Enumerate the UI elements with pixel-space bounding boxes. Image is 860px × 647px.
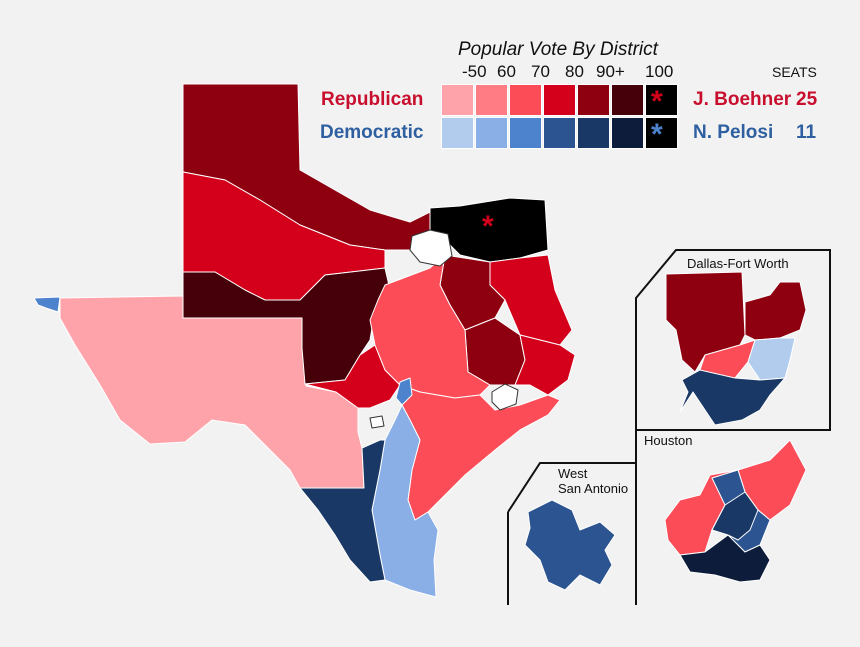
democratic-swatch-3 [509, 117, 542, 149]
district-east-dark-2 [464, 317, 526, 386]
inset-label-san-antonio-line2: San Antonio [558, 481, 629, 496]
republican-swatch-6 [611, 84, 644, 116]
legend-tick-50: -50 [462, 62, 487, 81]
district-border-dark-blue [299, 439, 386, 583]
dfw-inset-marker [409, 229, 453, 267]
legend-title: Popular Vote By District [458, 39, 658, 60]
houston-district-south [679, 534, 771, 583]
map-star-icon: * [482, 210, 494, 243]
legend-tick-70: 70 [531, 62, 550, 81]
dfw-district-light-blue [747, 337, 796, 381]
democratic-leader: N. Pelosi [693, 122, 774, 143]
legend-tick-60: 60 [497, 62, 516, 81]
inset-label-dfw: Dallas-Fort Worth [687, 256, 789, 271]
dfw-district-dark-blue [679, 369, 787, 426]
houston-inset-marker [491, 383, 519, 411]
republican-leader: J. Boehner [693, 89, 792, 110]
republican-swatch-5 [577, 84, 610, 116]
legend-tick-90: 90+ [596, 62, 625, 81]
seats-label: SEATS [772, 64, 817, 80]
district-austin-blue [395, 377, 413, 406]
democratic-swatch-6 [611, 117, 644, 149]
republican-swatch-7 [645, 84, 678, 116]
legend-tick-100: 100 [645, 62, 674, 81]
republican-star-icon: * [651, 85, 663, 118]
inset-label-san-antonio-line1: West [558, 466, 588, 481]
district-gulf-coast [399, 384, 561, 521]
san-antonio-district [524, 499, 616, 591]
houston-district-core [711, 491, 759, 541]
democratic-star-icon: * [651, 118, 663, 151]
democratic-seats: 11 [796, 122, 817, 143]
republican-swatch-1 [441, 84, 474, 116]
democratic-swatch-4 [543, 117, 576, 149]
democratic-swatch-7 [645, 117, 678, 149]
inset-label-houston: Houston [644, 433, 693, 448]
inset-label-san-antonio: West San Antonio [558, 466, 628, 496]
republican-swatch-4 [543, 84, 576, 116]
republican-swatch-2 [475, 84, 508, 116]
democratic-swatch-5 [577, 117, 610, 149]
legend-tick-80: 80 [565, 62, 584, 81]
democratic-swatch-1 [441, 117, 474, 149]
district-east-red-2 [514, 334, 576, 396]
san-antonio-inset-frame [507, 462, 636, 605]
dfw-district-west [665, 271, 746, 373]
republican-seats: 25 [796, 89, 818, 110]
san-antonio-inset-marker [369, 415, 385, 429]
dfw-inset-frame [635, 249, 831, 431]
district-el-paso [33, 296, 61, 313]
republican-swatch-3 [509, 84, 542, 116]
republican-label: Republican [321, 89, 424, 110]
democratic-label: Democratic [320, 122, 424, 143]
dfw-district-east [744, 281, 807, 341]
democratic-swatch-2 [475, 117, 508, 149]
